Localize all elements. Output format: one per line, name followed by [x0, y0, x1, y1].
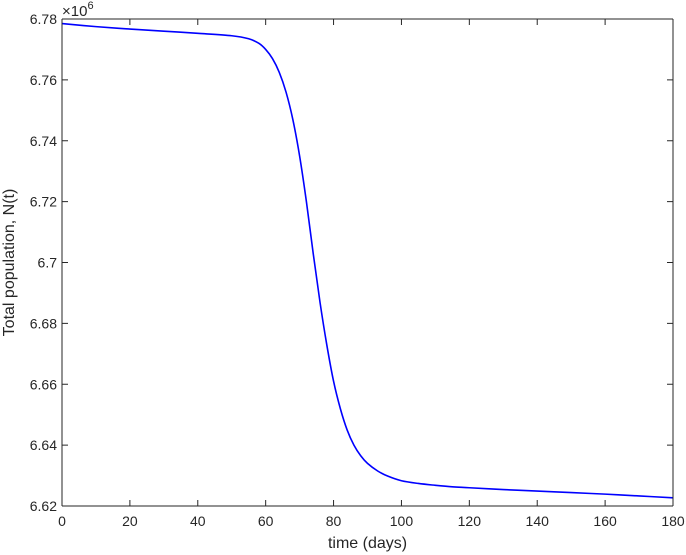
x-axis-label: time (days) [328, 535, 407, 552]
y-tick-label: 6.76 [30, 72, 57, 88]
y-tick-label: 6.62 [30, 498, 57, 514]
x-tick-label: 0 [58, 513, 66, 529]
x-tick-label: 140 [526, 513, 550, 529]
series-line [61, 22, 674, 499]
x-tick-label: 80 [326, 513, 342, 529]
x-tick-label: 20 [122, 513, 138, 529]
x-tick-label: 40 [190, 513, 206, 529]
y-tick-label: 6.66 [30, 376, 57, 392]
x-axis-ticks: 0 20 40 60 80 100 120 140 160 180 [58, 19, 685, 529]
y-tick-label: 6.74 [30, 133, 57, 149]
x-tick-label: 100 [390, 513, 414, 529]
y-axis-ticks: 6.62 6.64 6.66 6.68 6.7 6.72 6.74 6.76 6.78 [30, 11, 673, 514]
y-exponent-label: ×106 [62, 0, 94, 20]
x-tick-label: 120 [458, 513, 482, 529]
x-tick-label: 60 [258, 513, 274, 529]
series-lines [61, 22, 674, 499]
y-tick-label: 6.7 [38, 255, 58, 271]
y-tick-label: 6.68 [30, 315, 57, 331]
y-exponent-base: ×10 [62, 3, 87, 20]
plot-area [62, 19, 673, 506]
x-tick-label: 180 [661, 513, 685, 529]
y-tick-label: 6.64 [30, 437, 57, 453]
x-tick-label: 160 [593, 513, 617, 529]
y-tick-label: 6.78 [30, 11, 57, 27]
y-axis-label: Total population, N(t) [1, 189, 18, 337]
y-exponent-power: 6 [87, 0, 93, 12]
y-tick-label: 6.72 [30, 194, 57, 210]
